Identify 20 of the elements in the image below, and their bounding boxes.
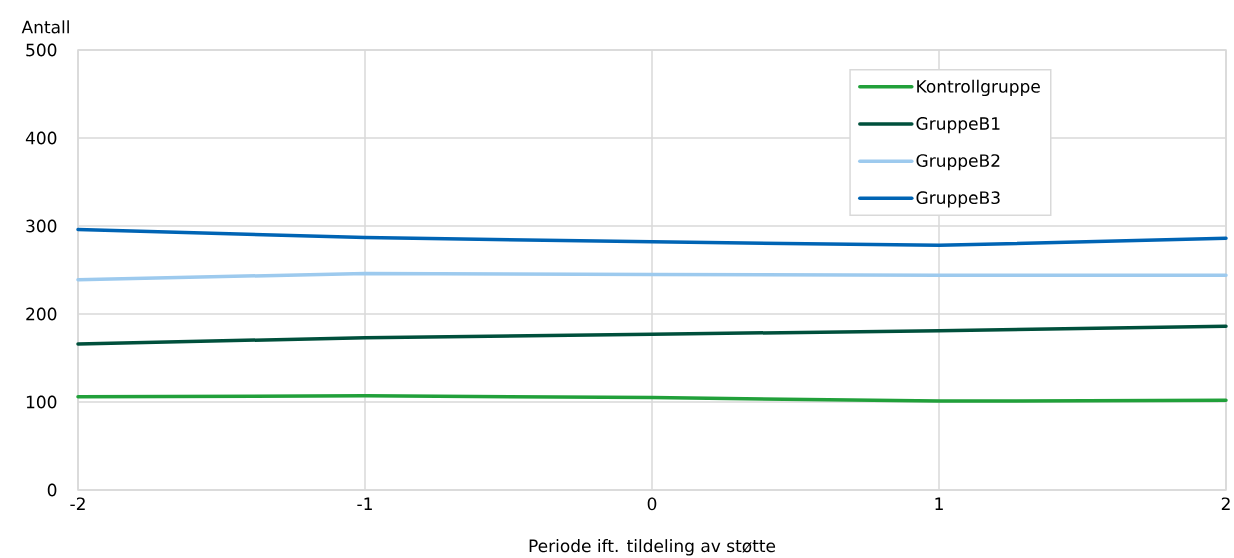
x-tick-label: 2 xyxy=(1221,497,1230,510)
y-tick-label: 200 xyxy=(26,307,57,321)
x-tick-label: -1 xyxy=(357,497,372,510)
line-series xyxy=(76,324,1228,346)
legend-label: GruppeB2 xyxy=(916,154,1000,171)
x-axis-title: Periode ift. tildeling av støtte xyxy=(529,539,776,556)
line-series xyxy=(76,271,1228,282)
legend-label: GruppeB1 xyxy=(916,117,1000,134)
legend-label: GruppeB3 xyxy=(916,191,1000,208)
y-tick-label: 500 xyxy=(26,43,57,57)
line-series xyxy=(76,227,1228,248)
y-tick-label: 100 xyxy=(26,395,57,409)
x-tick-label: 0 xyxy=(647,497,657,511)
x-tick-label: -2 xyxy=(70,497,85,510)
y-tick-label: 300 xyxy=(26,219,57,233)
legend-label: Kontrollgruppe xyxy=(917,79,1040,97)
y-tick-label: 0 xyxy=(47,483,57,497)
y-tick-label: 400 xyxy=(25,131,57,145)
x-tick-label: 1 xyxy=(935,497,943,510)
y-axis-title: Antall xyxy=(21,20,69,34)
